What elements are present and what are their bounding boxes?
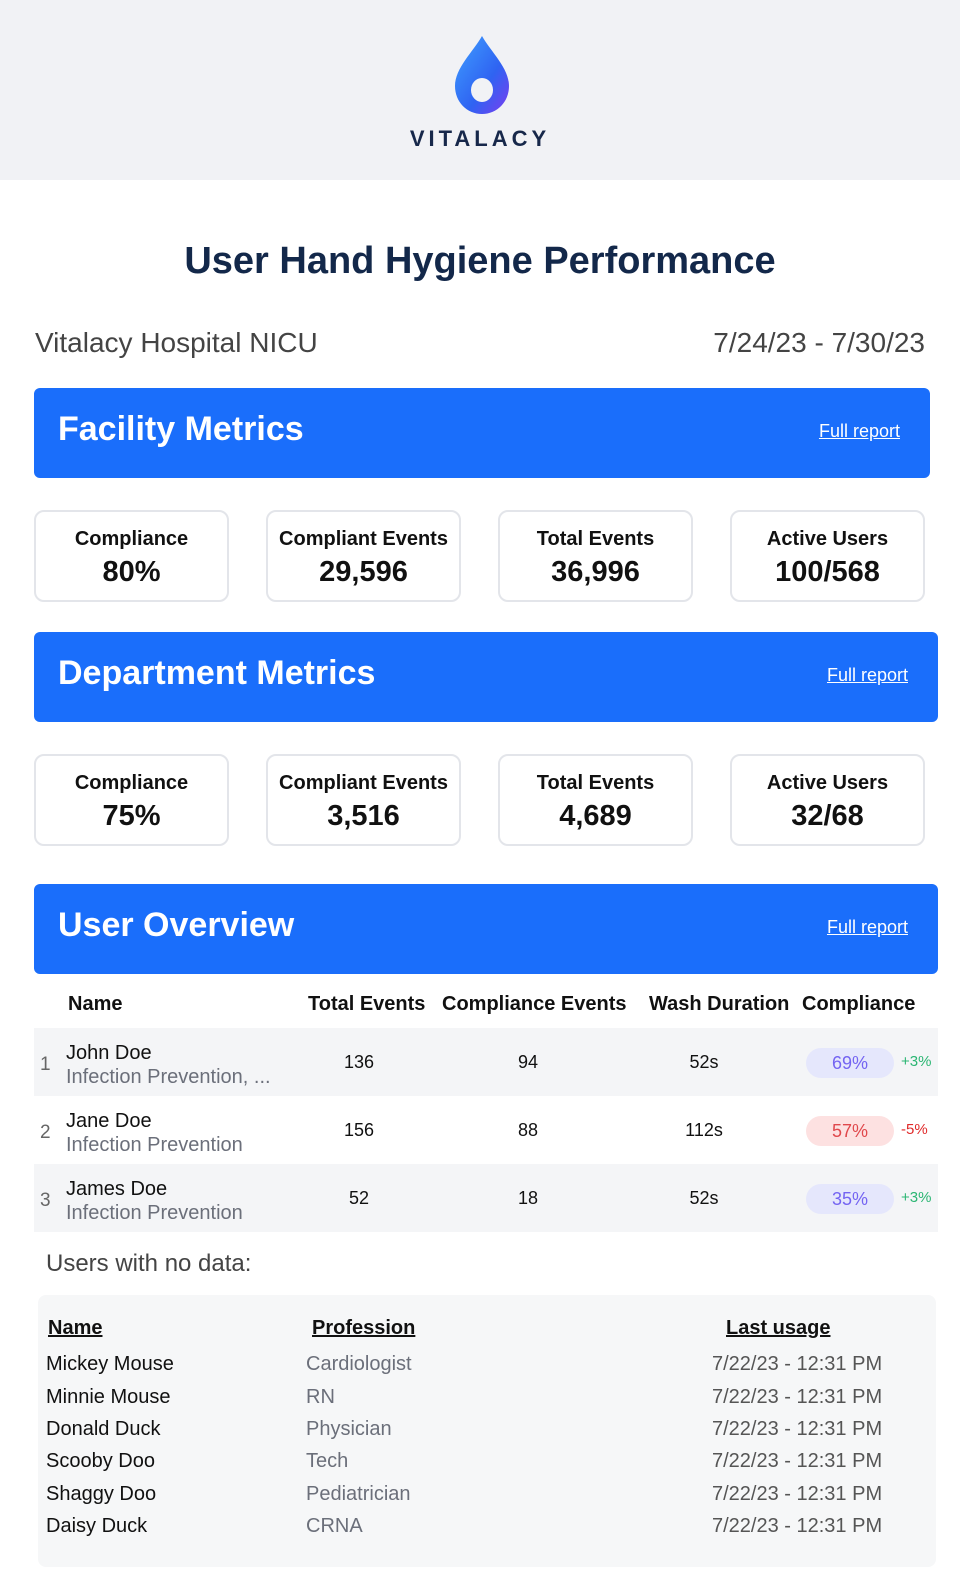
total-events-cell: 136 <box>343 1052 375 1072</box>
no-data-user-last-usage: 7/22/23 - 12:31 PM <box>712 1418 883 1440</box>
no-data-user-name: Mickey Mouse <box>46 1353 174 1375</box>
table-row[interactable]: 2 Jane Doe Infection Prevention 156 88 1… <box>34 1096 938 1164</box>
compliance-events-cell: 18 <box>517 1188 539 1208</box>
user-overview-header: User Overview Full report <box>34 884 938 974</box>
no-data-user-profession: Pediatrician <box>306 1483 411 1505</box>
compliance-delta: +3% <box>901 1053 932 1070</box>
column-header-name[interactable]: Name <box>48 1317 103 1339</box>
row-rank: 3 <box>40 1190 51 1211</box>
metric-value: 32/68 <box>791 800 864 832</box>
section-title: User Overview <box>58 906 295 944</box>
facility-metrics-header: Facility Metrics Full report <box>34 388 930 478</box>
facility-full-report-link[interactable]: Full report <box>818 421 900 441</box>
no-data-user-profession: RN <box>306 1386 335 1408</box>
user-department: Infection Prevention <box>66 1202 243 1224</box>
department-active-users-card: Active Users 32/68 <box>730 754 925 846</box>
no-data-user-profession: Cardiologist <box>306 1353 412 1375</box>
row-rank: 1 <box>40 1054 51 1075</box>
no-data-user-name: Shaggy Doo <box>46 1483 157 1505</box>
row-rank: 2 <box>40 1122 51 1143</box>
facility-compliance-card: Compliance 80% <box>34 510 229 602</box>
brand-wordmark: VITALACY <box>409 126 551 151</box>
user-overview-full-report-link[interactable]: Full report <box>826 917 908 937</box>
facility-total-events-card: Total Events 36,996 <box>498 510 693 602</box>
metric-value: 3,516 <box>327 800 400 832</box>
no-data-title: Users with no data: <box>46 1250 252 1277</box>
compliance-badge: 57% <box>806 1116 894 1146</box>
wash-duration-cell: 112s <box>685 1120 723 1140</box>
no-data-user-last-usage: 7/22/23 - 12:31 PM <box>712 1515 883 1537</box>
metric-value: 4,689 <box>559 800 632 832</box>
table-row[interactable]: 1 John Doe Infection Prevention, ... 136… <box>34 1028 938 1096</box>
column-header-wash-duration: Wash Duration <box>649 993 790 1015</box>
compliance-events-cell: 88 <box>517 1120 539 1140</box>
total-events-cell: 156 <box>343 1120 375 1140</box>
no-data-user-profession: CRNA <box>306 1515 363 1537</box>
metric-label: Compliant Events <box>279 528 448 550</box>
no-data-user-last-usage: 7/22/23 - 12:31 PM <box>712 1450 883 1472</box>
column-header-name: Name <box>68 993 123 1015</box>
metric-value: 29,596 <box>319 556 408 588</box>
no-data-user-last-usage: 7/22/23 - 12:31 PM <box>712 1483 883 1505</box>
table-row[interactable]: 3 James Doe Infection Prevention 52 18 5… <box>34 1164 938 1232</box>
column-header-compliance-events: Compliance Events <box>442 993 627 1015</box>
metric-value: 36,996 <box>551 556 640 588</box>
metric-label: Compliance <box>74 772 189 794</box>
metric-label: Active Users <box>766 528 889 550</box>
no-data-user-last-usage: 7/22/23 - 12:31 PM <box>712 1386 883 1408</box>
user-name: Jane Doe <box>66 1110 152 1132</box>
section-title: Facility Metrics <box>58 410 304 448</box>
wash-duration-cell: 52s <box>689 1052 719 1072</box>
facility-compliant-events-card: Compliant Events 29,596 <box>266 510 461 602</box>
column-header-last-usage[interactable]: Last usage <box>726 1317 831 1339</box>
facility-active-users-card: Active Users 100/568 <box>730 510 925 602</box>
compliance-delta: +3% <box>901 1189 932 1206</box>
no-data-user-name: Minnie Mouse <box>46 1386 171 1408</box>
section-title: Department Metrics <box>58 654 376 692</box>
compliance-badge: 35% <box>806 1184 894 1214</box>
brand-header: VITALACY <box>0 0 960 180</box>
date-range: 7/24/23 - 7/30/23 <box>713 327 925 358</box>
metric-label: Active Users <box>766 772 889 794</box>
no-data-user-name: Donald Duck <box>46 1418 161 1440</box>
compliance-events-cell: 94 <box>517 1052 539 1072</box>
metric-label: Total Events <box>536 528 655 550</box>
no-data-user-last-usage: 7/22/23 - 12:31 PM <box>712 1353 883 1375</box>
metric-value: 75% <box>102 800 161 832</box>
column-header-compliance: Compliance <box>802 993 916 1015</box>
department-full-report-link[interactable]: Full report <box>826 665 908 685</box>
department-total-events-card: Total Events 4,689 <box>498 754 693 846</box>
no-data-user-profession: Tech <box>306 1450 349 1472</box>
column-header-profession[interactable]: Profession <box>312 1317 416 1339</box>
no-data-user-name: Scooby Doo <box>46 1450 155 1472</box>
metric-value: 100/568 <box>775 556 880 588</box>
column-header-total-events: Total Events <box>308 993 426 1015</box>
user-department: Infection Prevention <box>66 1134 243 1156</box>
department-compliant-events-card: Compliant Events 3,516 <box>266 754 461 846</box>
department-metrics-header: Department Metrics Full report <box>34 632 938 722</box>
no-data-user-name: Daisy Duck <box>46 1515 148 1537</box>
compliance-badge: 69% <box>806 1048 894 1078</box>
user-department: Infection Prevention, ... <box>66 1066 271 1088</box>
facility-name: Vitalacy Hospital NICU <box>35 327 318 358</box>
user-name: John Doe <box>66 1042 152 1064</box>
metric-value: 80% <box>102 556 161 588</box>
user-name: James Doe <box>66 1178 168 1200</box>
total-events-cell: 52 <box>348 1188 370 1208</box>
wash-duration-cell: 52s <box>689 1188 719 1208</box>
metric-label: Compliance <box>74 528 189 550</box>
page-title: User Hand Hygiene Performance <box>184 240 776 282</box>
no-data-table: Name Profession Last usage Mickey Mouse … <box>38 1295 936 1567</box>
no-data-user-profession: Physician <box>306 1418 392 1440</box>
metric-label: Total Events <box>536 772 655 794</box>
department-compliance-card: Compliance 75% <box>34 754 229 846</box>
compliance-delta: -5% <box>901 1121 928 1138</box>
metric-label: Compliant Events <box>279 772 448 794</box>
water-drop-icon <box>455 36 509 114</box>
